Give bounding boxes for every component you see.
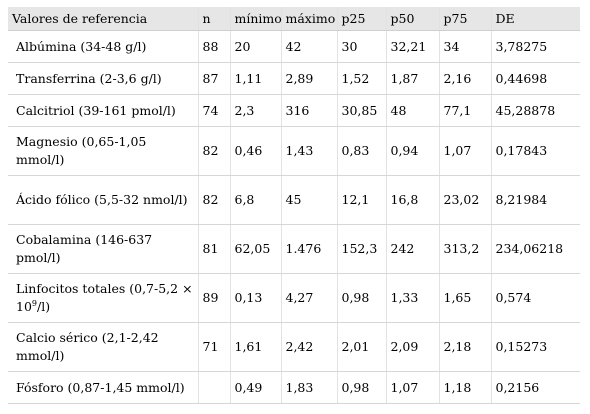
cell-min: 0,46 [229,126,281,176]
row-label: Linfocitos totales (0,7-5,2 × 109/l) [8,273,198,323]
cell-p25: 30 [336,30,386,63]
cell-n: 71 [197,322,230,372]
cell-de: 3,78275 [490,30,580,63]
cell-p50: 2,09 [385,322,439,372]
table-row: Cobalamina (146-637 pmol/l) 81 62,05 1.4… [8,224,580,274]
cell-p75: 1,07 [438,126,491,176]
column-header: p25 [336,7,386,31]
column-header: máximo [280,7,337,31]
cell-p50: 242 [385,224,439,274]
cell-de: 234,06218 [490,224,580,274]
cell-p75: 34 [438,30,491,63]
cell-n: 82 [197,175,230,225]
cell-p25: 30,85 [336,94,386,127]
cell-max: 45 [280,175,337,225]
cell-n: 81 [197,224,230,274]
cell-max: 1.476 [280,224,337,274]
cell-p75: 23,02 [438,175,491,225]
cell-p50: 1,07 [385,371,439,404]
cell-min: 20 [229,30,281,63]
cell-p75: 2,18 [438,322,491,372]
cell-n: 88 [197,30,230,63]
row-label: Calcio sérico (2,1-2,42 mmol/l) [8,322,198,372]
column-header: Valores de referencia [8,7,198,31]
cell-n: 89 [197,273,230,323]
cell-p25: 0,83 [336,126,386,176]
cell-p50: 0,94 [385,126,439,176]
cell-p50: 1,87 [385,62,439,95]
cell-n: 87 [197,62,230,95]
cell-p75: 1,18 [438,371,491,404]
column-header: p50 [385,7,439,31]
cell-min: 2,3 [229,94,281,127]
cell-p25: 0,98 [336,371,386,404]
table-header-row: Valores de referencia n mínimo máximo p2… [8,7,580,31]
row-label: Magnesio (0,65-1,05 mmol/l) [8,126,198,176]
cell-max: 4,27 [280,273,337,323]
cell-p50: 1,33 [385,273,439,323]
cell-min: 6,8 [229,175,281,225]
table-row: Calcio sérico (2,1-2,42 mmol/l) 71 1,61 … [8,322,580,372]
cell-min: 0,49 [229,371,281,404]
cell-min: 1,11 [229,62,281,95]
cell-max: 42 [280,30,337,63]
table-row: Fósforo (0,87-1,45 mmol/l) 0,49 1,83 0,9… [8,371,580,404]
row-label: Fósforo (0,87-1,45 mmol/l) [8,371,198,404]
column-header: mínimo [229,7,282,31]
cell-p50: 32,21 [385,30,439,63]
table-row: Magnesio (0,65-1,05 mmol/l) 82 0,46 1,43… [8,126,580,176]
column-header: p75 [438,7,491,31]
row-label: Transferrina (2-3,6 g/l) [8,62,198,95]
table-row: Albúmina (34-48 g/l) 88 20 42 30 32,21 3… [8,30,580,63]
row-label: Ácido fólico (5,5-32 nmol/l) [8,175,198,225]
cell-p25: 12,1 [336,175,386,225]
cell-n [197,371,230,404]
cell-min: 62,05 [229,224,281,274]
table-row: Transferrina (2-3,6 g/l) 87 1,11 2,89 1,… [8,62,580,95]
cell-p25: 152,3 [336,224,386,274]
cell-p25: 0,98 [336,273,386,323]
cell-de: 45,28878 [490,94,580,127]
cell-n: 74 [197,94,230,127]
table-row: Calcitriol (39-161 pmol/l) 74 2,3 316 30… [8,94,580,127]
row-label: Calcitriol (39-161 pmol/l) [8,94,198,127]
cell-de: 0,44698 [490,62,580,95]
row-label: Cobalamina (146-637 pmol/l) [8,224,198,274]
cell-min: 1,61 [229,322,281,372]
cell-max: 1,43 [280,126,337,176]
cell-max: 316 [280,94,337,127]
row-label: Albúmina (34-48 g/l) [8,30,198,63]
column-header: n [197,7,230,31]
cell-de: 0,15273 [490,322,580,372]
cell-de: 0,2156 [490,371,580,404]
cell-p75: 2,16 [438,62,491,95]
reference-values-table: Valores de referencia n mínimo máximo p2… [8,7,580,404]
cell-max: 1,83 [280,371,337,404]
cell-min: 0,13 [229,273,281,323]
cell-p50: 16,8 [385,175,439,225]
cell-de: 0,17843 [490,126,580,176]
cell-max: 2,42 [280,322,337,372]
cell-n: 82 [197,126,230,176]
row-label-superscript: 9 [31,298,37,308]
cell-max: 2,89 [280,62,337,95]
row-label-unit: /l) [37,299,51,314]
column-header: DE [490,7,580,31]
table-row: Ácido fólico (5,5-32 nmol/l) 82 6,8 45 1… [8,175,580,225]
table-row: Linfocitos totales (0,7-5,2 × 109/l) 89 … [8,273,580,323]
row-label-text: Linfocitos totales (0,7-5,2 × 10 [16,281,193,314]
cell-p75: 77,1 [438,94,491,127]
cell-p50: 48 [385,94,439,127]
cell-p75: 313,2 [438,224,491,274]
reference-values-table-container: Valores de referencia n mínimo máximo p2… [8,7,580,404]
cell-p25: 2,01 [336,322,386,372]
cell-p25: 1,52 [336,62,386,95]
cell-p75: 1,65 [438,273,491,323]
cell-de: 0,574 [490,273,580,323]
cell-de: 8,21984 [490,175,580,225]
